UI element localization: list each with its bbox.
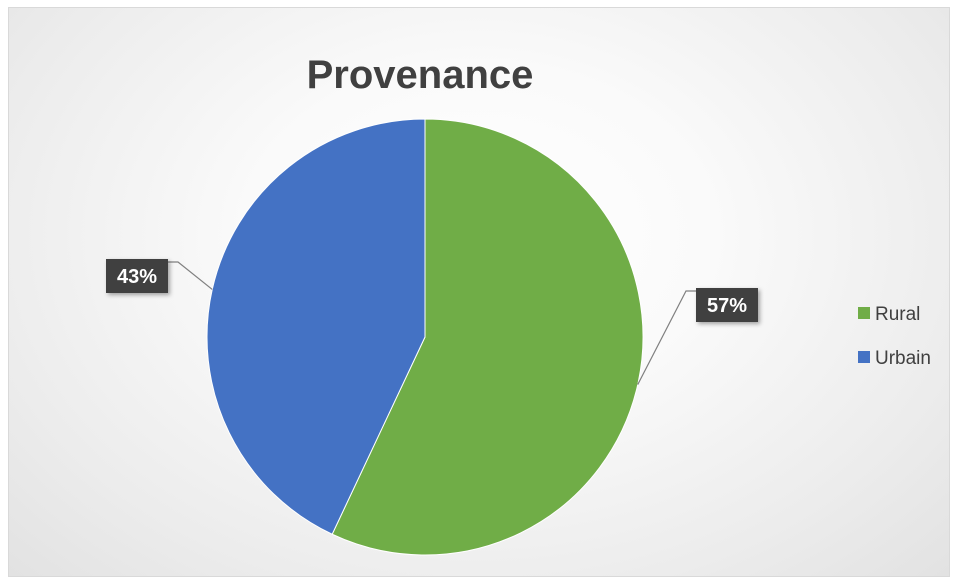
chart-title: Provenance	[307, 53, 534, 97]
legend-swatch	[858, 351, 870, 363]
data-label-rural: 57%	[696, 288, 758, 322]
data-label-box	[696, 288, 758, 322]
leader-line-rural	[637, 290, 696, 385]
pie-slice-urbain	[206, 118, 426, 535]
data-label-urbain: 43%	[106, 259, 168, 293]
legend-item-urbain: Urbain	[858, 348, 931, 369]
data-labels: 57% 43%	[106, 259, 758, 322]
leader-line-urbain	[168, 261, 213, 290]
legend-item-rural: Rural	[858, 304, 920, 325]
leader-lines	[168, 261, 696, 385]
data-label-text: 43%	[117, 266, 157, 288]
pie-slices	[206, 118, 644, 556]
data-label-box	[106, 259, 168, 293]
legend: Rural Urbain	[858, 304, 931, 369]
legend-label: Urbain	[875, 348, 931, 369]
legend-label: Rural	[875, 304, 920, 325]
legend-swatch	[858, 307, 870, 319]
data-label-text: 57%	[707, 295, 747, 317]
